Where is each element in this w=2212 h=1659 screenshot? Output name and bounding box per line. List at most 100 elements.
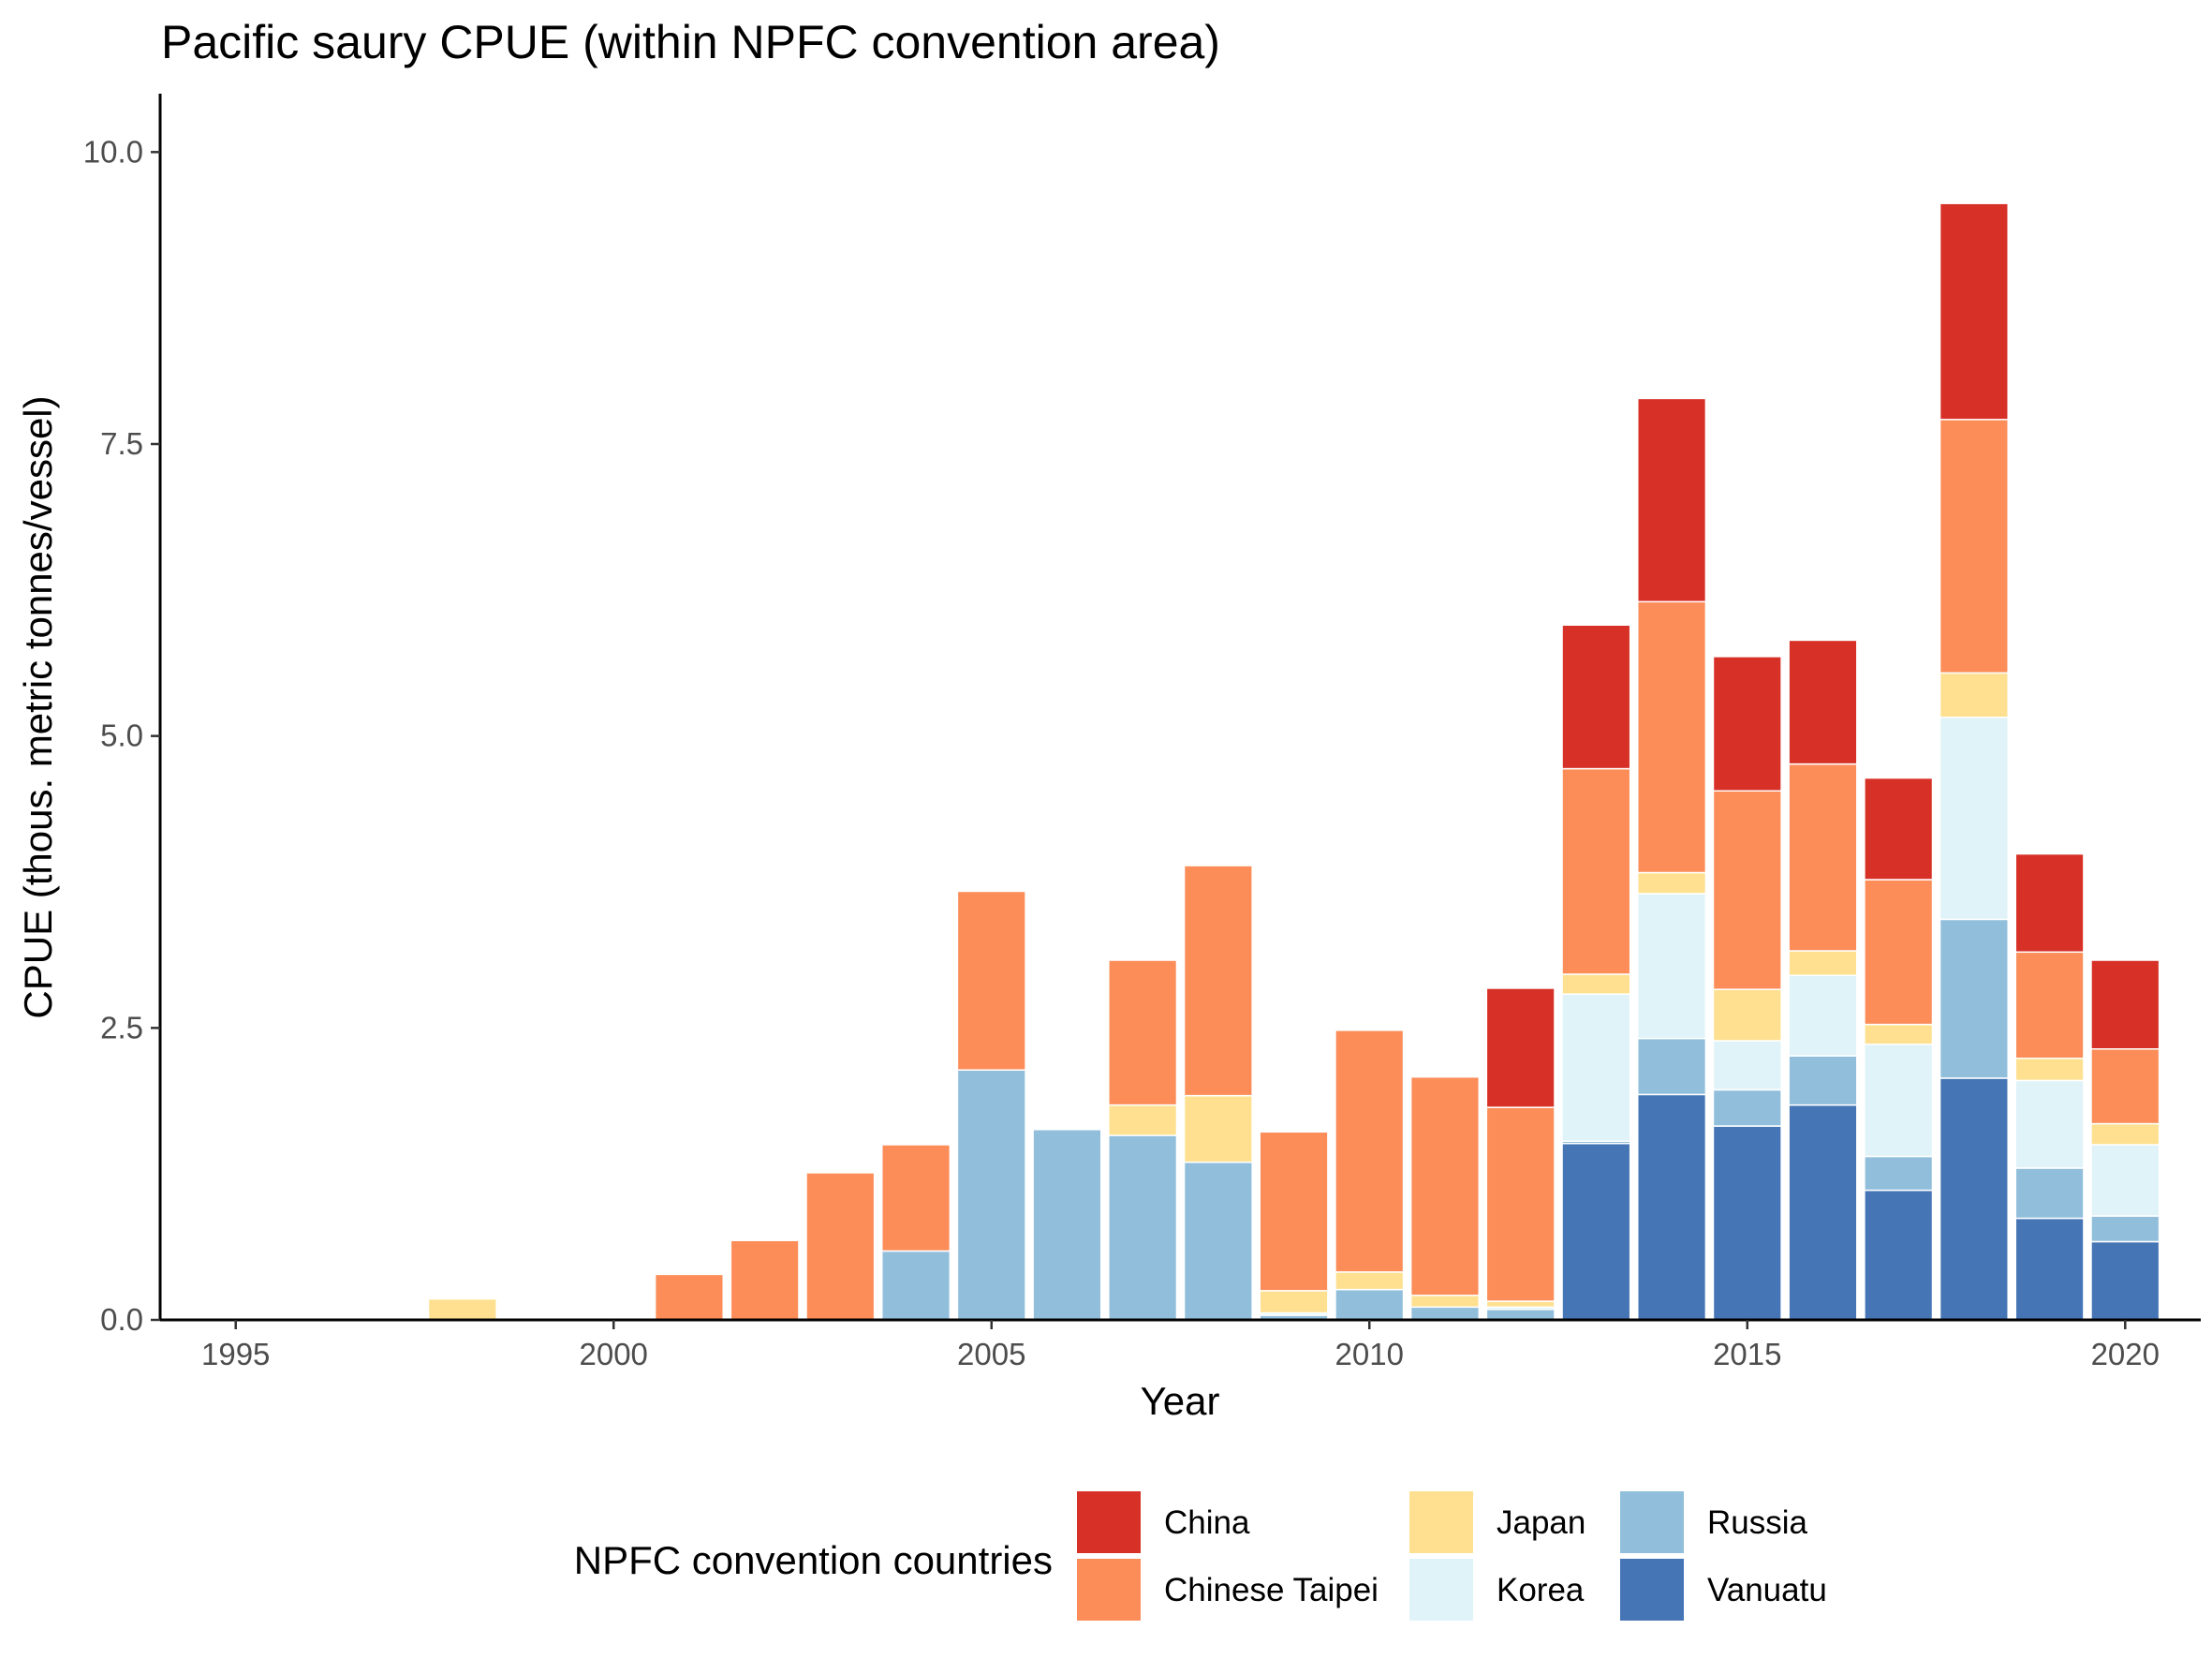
- legend-label-vanuatu: Vanuatu: [1707, 1572, 1827, 1608]
- bar-2020-china: [2090, 959, 2160, 1050]
- bar-2014-china: [1637, 397, 1707, 603]
- bar-2012-russia: [1485, 1309, 1556, 1321]
- bar-2008-chinese-taipei: [1183, 865, 1253, 1097]
- bar-2019-chinese-taipei: [2014, 951, 2085, 1059]
- legend: China Chinese Taipei Japan Korea Russia Vanua…: [1077, 1491, 1827, 1621]
- bar-2010-chinese-taipei: [1335, 1029, 1405, 1273]
- bar-2003-chinese-taipei: [805, 1172, 876, 1321]
- bar-2010-russia: [1335, 1288, 1405, 1321]
- bar-2016-vanuatu: [1788, 1104, 1858, 1321]
- legend-label-japan: Japan: [1497, 1504, 1585, 1541]
- bar-2011-chinese-taipei: [1409, 1075, 1481, 1296]
- x-tick-label: 2020: [2091, 1337, 2160, 1371]
- x-tick-label: 2015: [1713, 1337, 1781, 1371]
- bar-2020-chinese-taipei: [2090, 1048, 2160, 1125]
- bar-2019-russia: [2014, 1167, 2085, 1220]
- bar-2007-russia: [1108, 1134, 1178, 1321]
- legend-swatch-china: [1077, 1491, 1141, 1553]
- chart-title: Pacific saury CPUE (within NPFC conventi…: [161, 16, 1220, 68]
- bar-2008-russia: [1183, 1161, 1253, 1321]
- bar-2012-chinese-taipei: [1485, 1106, 1556, 1302]
- x-tick-label: 1995: [201, 1337, 270, 1371]
- bar-2020-korea: [2090, 1144, 2160, 1217]
- bar-2016-chinese-taipei: [1788, 763, 1858, 952]
- bar-2015-chinese-taipei: [1712, 790, 1782, 990]
- bar-2018-chinese-taipei: [1939, 419, 2009, 674]
- bar-2005-chinese-taipei: [956, 890, 1026, 1071]
- bar-2020-russia: [2090, 1215, 2160, 1243]
- bar-2019-japan: [2014, 1057, 2085, 1082]
- bar-2018-vanuatu: [1939, 1077, 2009, 1321]
- bar-2001-chinese-taipei: [654, 1273, 724, 1321]
- bar-2017-korea: [1864, 1044, 1934, 1158]
- bar-2018-korea: [1939, 716, 2009, 921]
- y-tick-label: 10.0: [83, 134, 143, 169]
- bar-2016-korea: [1788, 974, 1858, 1058]
- bar-2016-russia: [1788, 1055, 1858, 1106]
- x-tick-label: 2010: [1335, 1337, 1404, 1371]
- x-axis-title: Year: [1141, 1379, 1220, 1423]
- bar-2015-vanuatu: [1712, 1125, 1782, 1321]
- legend-swatch-vanuatu: [1620, 1559, 1684, 1621]
- bar-2011-russia: [1409, 1306, 1481, 1321]
- legend-swatch-chinese-taipei: [1077, 1559, 1141, 1621]
- bar-2009-japan: [1259, 1290, 1329, 1314]
- bar-2014-russia: [1637, 1037, 1707, 1096]
- bar-2012-china: [1485, 987, 1556, 1108]
- bars-layer: [427, 202, 2160, 1321]
- bar-2009-chinese-taipei: [1259, 1131, 1329, 1292]
- bar-2015-russia: [1712, 1089, 1782, 1127]
- bar-2017-china: [1864, 777, 1934, 881]
- bar-2007-chinese-taipei: [1108, 959, 1178, 1106]
- bar-2004-chinese-taipei: [880, 1144, 951, 1252]
- bar-2010-japan: [1335, 1271, 1405, 1291]
- x-ticks: 1995 2000 2005 2010 2015 2020: [201, 1320, 2160, 1371]
- bar-2019-vanuatu: [2014, 1217, 2085, 1321]
- bar-2020-japan: [2090, 1122, 2160, 1146]
- y-axis-title: CPUE (thous. metric tonnes/vessel): [16, 395, 60, 1018]
- bar-2013-china: [1561, 624, 1631, 770]
- bar-2017-japan: [1864, 1023, 1934, 1045]
- bar-2011-japan: [1409, 1295, 1481, 1309]
- bar-2015-china: [1712, 656, 1782, 792]
- bar-2005-russia: [956, 1069, 1026, 1321]
- bar-2013-korea: [1561, 993, 1631, 1143]
- y-tick-label: 7.5: [100, 426, 143, 461]
- legend-label-china: China: [1164, 1504, 1250, 1541]
- bar-2014-chinese-taipei: [1637, 600, 1707, 874]
- legend-label-korea: Korea: [1497, 1572, 1585, 1608]
- bar-2008-japan: [1183, 1094, 1253, 1163]
- legend-label-russia: Russia: [1707, 1504, 1808, 1541]
- bar-2018-japan: [1939, 672, 2009, 718]
- bar-2014-vanuatu: [1637, 1093, 1707, 1321]
- legend-swatch-korea: [1409, 1559, 1473, 1621]
- legend-label-chinese-taipei: Chinese Taipei: [1164, 1572, 1379, 1608]
- bar-2016-china: [1788, 639, 1858, 765]
- legend-title: NPFC convention countries: [574, 1538, 1053, 1582]
- y-tick-label: 0.0: [100, 1302, 143, 1337]
- bar-2013-chinese-taipei: [1561, 767, 1631, 975]
- bar-2013-japan: [1561, 973, 1631, 995]
- bar-2018-russia: [1939, 918, 2009, 1079]
- bar-2016-japan: [1788, 950, 1858, 976]
- bar-2018-china: [1939, 202, 2009, 421]
- bar-2019-china: [2014, 852, 2085, 954]
- bar-2015-japan: [1712, 988, 1782, 1042]
- bar-2020-vanuatu: [2090, 1240, 2160, 1321]
- bar-2004-russia: [880, 1250, 951, 1321]
- bar-2012-japan: [1485, 1300, 1556, 1309]
- bar-2002-chinese-taipei: [730, 1239, 800, 1321]
- bar-2017-chinese-taipei: [1864, 879, 1934, 1026]
- bar-2017-russia: [1864, 1155, 1934, 1192]
- legend-swatch-japan: [1409, 1491, 1473, 1553]
- legend-swatch-russia: [1620, 1491, 1684, 1553]
- y-ticks: 0.0 2.5 5.0 7.5 10.0: [83, 134, 160, 1337]
- bar-2017-vanuatu: [1864, 1189, 1934, 1321]
- bar-2014-korea: [1637, 893, 1707, 1040]
- bar-2006-russia: [1032, 1129, 1102, 1321]
- bar-2007-japan: [1108, 1104, 1178, 1136]
- x-tick-label: 2005: [957, 1337, 1025, 1371]
- x-tick-label: 2000: [580, 1337, 648, 1371]
- y-tick-label: 2.5: [100, 1010, 143, 1044]
